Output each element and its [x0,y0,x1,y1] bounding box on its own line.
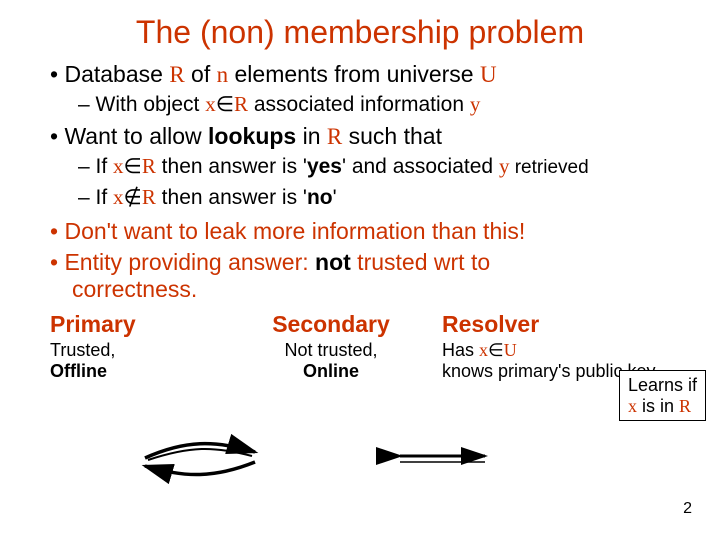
sym-R: R [142,154,156,178]
text: associated information [248,93,470,116]
role-desc: Not trusted, Online [246,340,416,381]
role-name: Resolver [442,311,672,338]
sym-in: ∈ [216,93,234,116]
bullet-1-sub-1: With object x∈R associated information y [78,92,680,117]
sym-y: y [470,92,481,116]
sym-x: x [205,92,216,116]
word-not: not [315,249,351,275]
sym-y: y [499,154,510,178]
text: Online [303,361,359,381]
text: such that [342,123,442,149]
callout-box: Learns if x is in R [619,370,706,421]
sym-R: R [234,92,248,116]
text: of [185,61,217,87]
text: ' and associated [342,155,499,178]
text: Offline [50,361,107,381]
sym-x: x [479,340,488,360]
bullet-2-sub-1: If x∈R then answer is 'yes' and associat… [78,154,680,179]
sym-n: n [217,62,229,87]
bullet-2-sub-2: If x∉R then answer is 'no' [78,185,680,210]
sym-notin: ∉ [124,186,142,209]
page-number: 2 [683,500,692,518]
role-name: Primary [50,311,220,338]
sym-R: R [679,396,691,416]
text: in [296,123,327,149]
text: Trusted, [50,340,115,360]
text: If [96,186,114,209]
text: Entity providing answer: [64,249,315,275]
sym-x: x [113,154,124,178]
sym-in: ∈ [488,340,504,360]
text: then answer is ' [156,186,307,209]
text: If [96,155,114,178]
text: then answer is ' [156,155,307,178]
text: retrieved [509,157,588,178]
text: Not trusted, [284,340,377,360]
bullet-2: Want to allow lookups in R such that [50,123,680,150]
sym-R: R [142,185,156,209]
text: is in [637,396,679,416]
role-secondary: Secondary Not trusted, Online [246,311,416,381]
text: Want to allow [64,123,208,149]
word-lookups: lookups [208,123,296,149]
sym-U: U [480,62,497,87]
sym-R: R [327,124,342,149]
slide-body: Database R of n elements from universe U… [0,61,720,381]
text: Has [442,340,479,360]
role-desc: Trusted, Offline [50,340,220,381]
sym-R: R [169,62,184,87]
sym-in: ∈ [124,155,142,178]
word-yes: yes [307,155,342,178]
bullet-1: Database R of n elements from universe U [50,61,680,88]
role-name: Secondary [246,311,416,338]
bullet-4: Entity providing answer: not trusted wrt… [50,249,680,303]
sym-x: x [113,185,124,209]
roles-row: Primary Trusted, Offline Secondary Not t… [50,311,680,381]
sym-U: U [504,340,517,360]
text: With object [96,93,206,116]
role-primary: Primary Trusted, Offline [50,311,220,381]
text: ' [333,186,337,209]
slide-title: The (non) membership problem [0,0,720,61]
text: Learns if [628,375,697,395]
bullet-3: Don't want to leak more information than… [50,218,680,245]
text: Database [64,61,169,87]
text: elements from universe [228,61,480,87]
word-no: no [307,186,333,209]
sym-x: x [628,396,637,416]
